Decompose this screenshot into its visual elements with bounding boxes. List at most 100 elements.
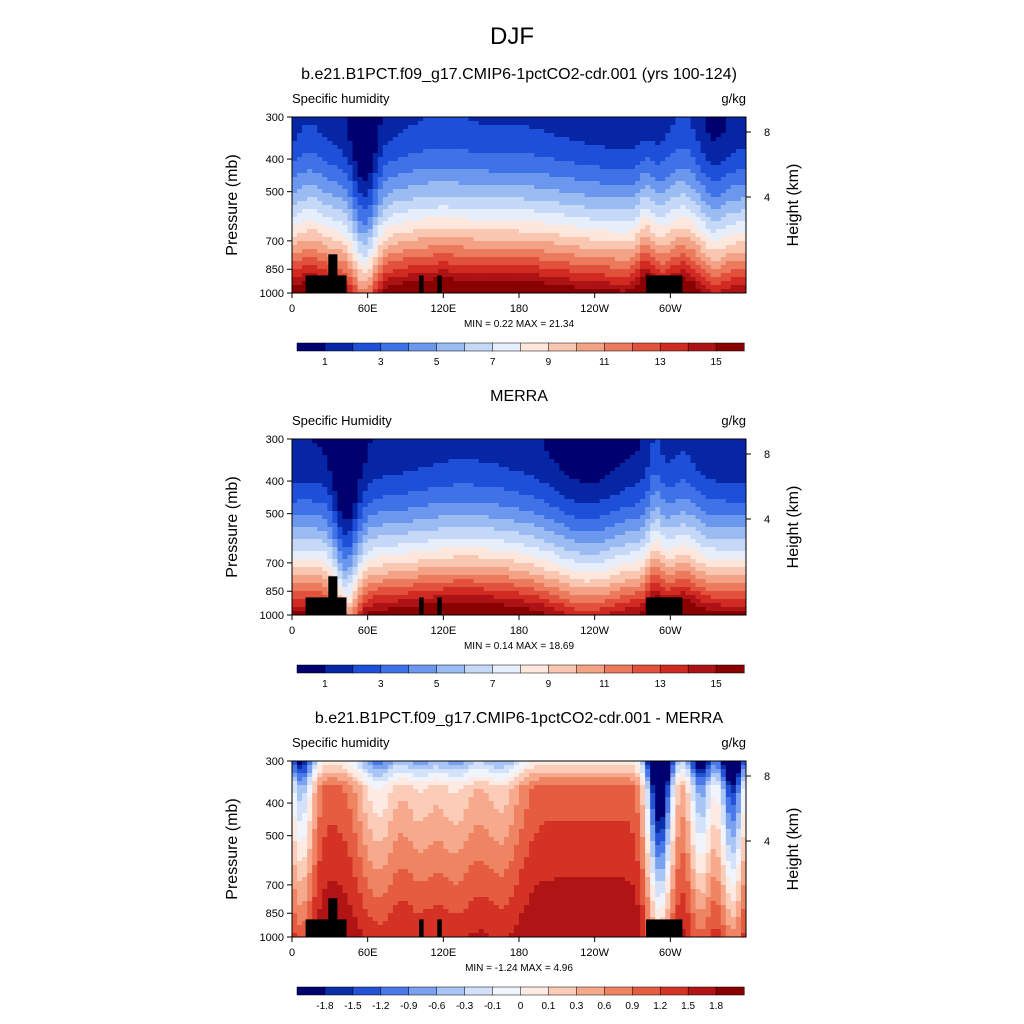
contour-cell: [544, 257, 550, 262]
contour-cell: [740, 121, 746, 126]
contour-cell: [665, 145, 671, 150]
contour-cell: [619, 197, 626, 202]
contour-cell: [725, 447, 732, 452]
contour-cell: [297, 157, 303, 162]
contour-cell: [503, 225, 510, 230]
contour-cell: [559, 205, 565, 210]
contour-cell: [387, 475, 394, 480]
contour-cell: [332, 149, 338, 154]
contour-cell: [700, 443, 707, 448]
contour-cell: [629, 157, 636, 162]
contour-cell: [352, 233, 359, 238]
contour-cell: [423, 273, 429, 278]
contour-cell: [372, 289, 379, 293]
contour-cell: [715, 145, 722, 150]
contour-cell: [418, 165, 424, 170]
contour-cell: [397, 225, 404, 230]
contour-cell: [458, 221, 465, 226]
contour-cell: [312, 455, 318, 460]
contour-cell: [549, 249, 555, 254]
contour-cell: [705, 245, 712, 250]
contour-cell: [725, 281, 732, 286]
contour-cell: [544, 197, 550, 202]
contour-cell: [402, 459, 409, 464]
contour-cell: [599, 229, 606, 234]
contour-cell: [513, 447, 520, 452]
contour-cell: [493, 201, 500, 206]
contour-cell: [493, 463, 500, 468]
contour-cell: [327, 201, 333, 206]
contour-cell: [720, 273, 727, 278]
contour-cell: [584, 265, 591, 270]
contour-cell: [539, 209, 545, 214]
contour-cell: [569, 165, 576, 170]
contour-cell: [508, 269, 515, 274]
contour-cell: [660, 249, 666, 254]
contour-cell: [549, 157, 555, 162]
contour-cell: [614, 137, 621, 142]
contour-cell: [438, 129, 444, 134]
contour-cell: [352, 165, 359, 170]
contour-cell: [574, 201, 581, 206]
contour-cell: [453, 125, 460, 130]
contour-cell: [594, 125, 601, 130]
contour-cell: [408, 273, 414, 278]
contour-cell: [483, 213, 490, 218]
contour-cell: [317, 471, 323, 476]
contour-cell: [680, 265, 687, 270]
contour-cell: [594, 189, 601, 194]
contour-cell: [624, 289, 631, 293]
contour-cell: [614, 253, 621, 258]
contour-cell: [624, 197, 631, 202]
contour-cell: [725, 459, 732, 464]
contour-cell: [387, 193, 394, 198]
contour-cell: [297, 209, 303, 214]
contour-cell: [554, 285, 560, 290]
contour-cell: [468, 133, 475, 138]
contour-cell: [493, 455, 500, 460]
contour-cell: [574, 241, 581, 246]
contour-cell: [332, 133, 338, 138]
contour-cell: [700, 253, 707, 258]
contour-cell: [483, 233, 490, 238]
contour-cell: [413, 177, 419, 182]
contour-cell: [705, 221, 712, 226]
contour-cell: [609, 193, 616, 198]
contour-cell: [357, 463, 364, 468]
contour-cell: [539, 447, 545, 452]
contour-cell: [675, 261, 682, 266]
contour-cell: [660, 217, 666, 222]
contour-cell: [493, 133, 500, 138]
contour-cell: [332, 177, 338, 182]
contour-cell: [584, 257, 591, 262]
contour-cell: [574, 475, 581, 480]
contour-cell: [635, 451, 641, 456]
contour-cell: [645, 475, 651, 480]
contour-cell: [614, 165, 621, 170]
contour-cell: [433, 157, 439, 162]
contour-cell: [594, 177, 601, 182]
contour-cell: [519, 173, 525, 178]
contour-cell: [342, 475, 349, 480]
contour-cell: [519, 205, 525, 210]
contour-cell: [740, 217, 746, 222]
contour-cell: [594, 221, 601, 226]
contour-cell: [569, 209, 576, 214]
contour-cell: [589, 129, 596, 134]
contour-cell: [453, 233, 460, 238]
contour-cell: [579, 277, 586, 282]
contour-cell: [387, 153, 394, 158]
contour-cell: [710, 209, 717, 214]
contour-cell: [387, 209, 394, 214]
contour-cell: [635, 285, 641, 290]
contour-cell: [660, 197, 666, 202]
contour-cell: [357, 257, 364, 262]
contour-cell: [609, 209, 616, 214]
contour-cell: [483, 225, 490, 230]
contour-cell: [302, 193, 308, 198]
contour-cell: [635, 269, 641, 274]
contour-cell: [529, 137, 535, 142]
contour-cell: [544, 241, 550, 246]
contour-cell: [337, 213, 344, 218]
contour-cell: [735, 121, 742, 126]
